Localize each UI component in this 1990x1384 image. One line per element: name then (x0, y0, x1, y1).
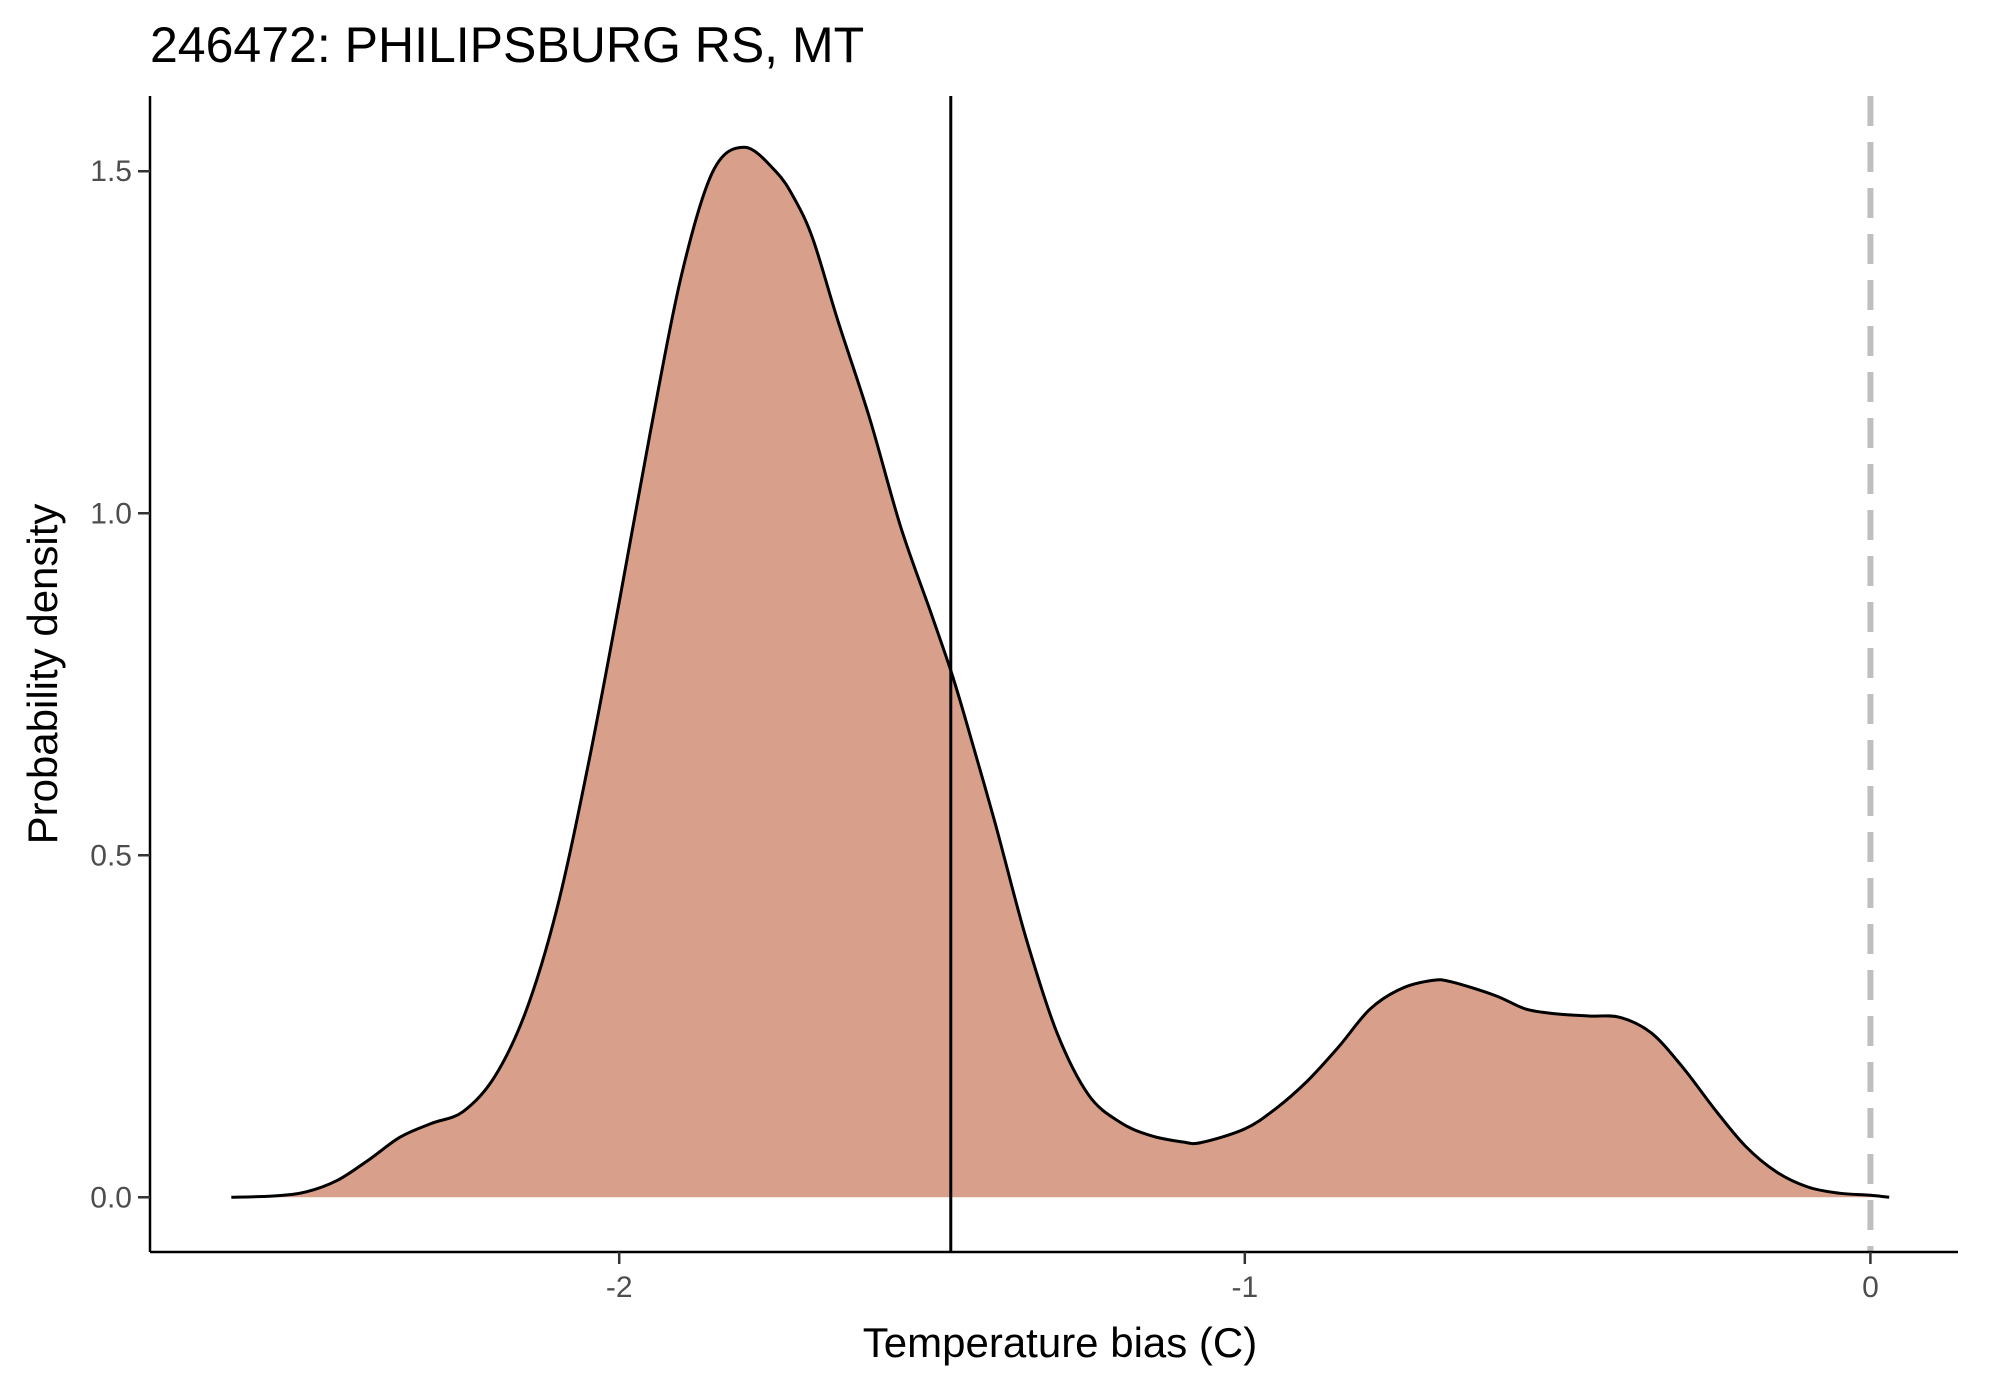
density-line (231, 145, 1890, 1199)
chart-title: 246472: PHILIPSBURG RS, MT (150, 17, 864, 73)
x-axis-ticks: -2 -1 0 (606, 1252, 1879, 1304)
y-tick-label: 0.5 (90, 839, 132, 872)
x-tick-label: -1 (1231, 1271, 1258, 1304)
x-axis-title: Temperature bias (C) (863, 1319, 1257, 1366)
y-tick-label: 1.5 (90, 155, 132, 188)
y-tick-label: 0.0 (90, 1181, 132, 1214)
x-tick-label: 0 (1862, 1271, 1879, 1304)
plot-area (231, 96, 1890, 1252)
y-axis-ticks: 0.0 0.5 1.0 1.5 (90, 155, 150, 1214)
density-area (231, 147, 1890, 1198)
y-tick-label: 1.0 (90, 497, 132, 530)
y-axis-title: Probability density (19, 504, 66, 845)
x-tick-label: -2 (606, 1271, 633, 1304)
